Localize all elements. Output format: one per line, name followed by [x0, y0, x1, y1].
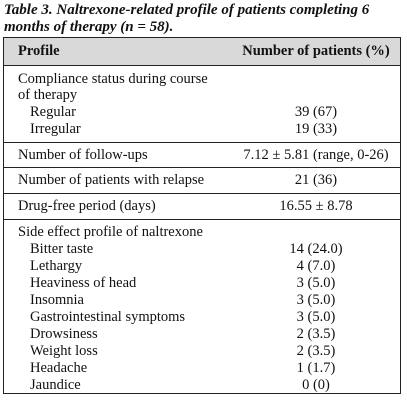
relapse-label: Number of patients with relapse	[18, 172, 205, 188]
side-effect-label: Jaundice	[30, 377, 81, 393]
section-compliance: Compliance status during course of thera…	[4, 66, 400, 143]
side-effect-value: 14 (24.0)	[289, 241, 343, 257]
compliance-regular-label: Regular	[30, 104, 76, 120]
side-effect-label: Heaviness of head	[30, 275, 137, 291]
side-effects-title: Side effect profile of naltrexone	[18, 224, 203, 240]
compliance-regular-value: 39 (67)	[294, 104, 338, 120]
side-effect-label: Weight loss	[30, 343, 98, 359]
side-effect-value: 3 (5.0)	[296, 275, 336, 291]
relapse-value: 21 (36)	[294, 172, 338, 188]
drugfree-label: Drug-free period (days)	[18, 198, 156, 214]
compliance-title-line-1: Compliance status during course	[18, 71, 208, 87]
side-effect-value: 3 (5.0)	[296, 292, 336, 308]
header-number-of-patients: Number of patients (%)	[242, 43, 390, 59]
side-effect-label: Headache	[30, 360, 88, 376]
compliance-irregular-value: 19 (33)	[294, 121, 338, 137]
caption-line-2: months of therapy (n = 58).	[4, 19, 174, 35]
section-relapse: Number of patients with relapse 21 (36)	[4, 168, 400, 194]
compliance-title-line-2: of therapy	[18, 87, 78, 103]
header-profile: Profile	[18, 43, 60, 59]
section-drug-free: Drug-free period (days) 16.55 ± 8.78	[4, 194, 400, 220]
section-side-effects: Side effect profile of naltrexone Bitter…	[4, 220, 400, 393]
side-effect-label: Insomnia	[30, 292, 84, 308]
side-effect-value: 2 (3.5)	[296, 326, 336, 342]
followups-value: 7.12 ± 5.81 (range, 0-26)	[243, 147, 389, 163]
side-effect-value: 2 (3.5)	[296, 343, 336, 359]
compliance-irregular-label: Irregular	[30, 121, 81, 137]
caption-line-1: Table 3. Naltrexone-related profile of p…	[4, 2, 370, 18]
side-effect-value: 0 (0)	[302, 377, 330, 393]
side-effect-label: Bitter taste	[30, 241, 94, 257]
naltrexone-profile-table: Profile Number of patients (%) Complianc…	[3, 37, 401, 394]
table-header-row: Profile Number of patients (%)	[4, 38, 400, 66]
side-effect-value: 1 (1.7)	[296, 360, 336, 376]
side-effect-label: Drowsiness	[30, 326, 98, 342]
table-caption: Table 3. Naltrexone-related profile of p…	[4, 2, 402, 36]
side-effect-label: Gastrointestinal symptoms	[30, 309, 186, 325]
side-effect-value: 3 (5.0)	[296, 309, 336, 325]
drugfree-value: 16.55 ± 8.78	[279, 198, 353, 214]
section-followups: Number of follow-ups 7.12 ± 5.81 (range,…	[4, 143, 400, 168]
side-effect-label: Lethargy	[30, 258, 83, 274]
followups-label: Number of follow-ups	[18, 147, 148, 163]
side-effect-value: 4 (7.0)	[296, 258, 336, 274]
